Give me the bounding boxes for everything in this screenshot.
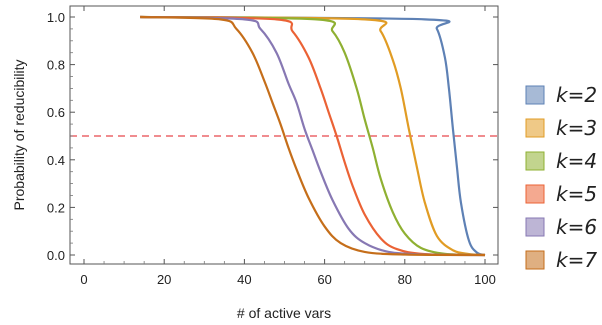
series-line-k-6	[140, 15, 486, 257]
legend-label: k=7	[556, 248, 597, 272]
legend-swatch	[525, 151, 545, 171]
legend-swatch	[525, 217, 545, 237]
legend-item: k=2	[525, 83, 597, 107]
series-line-k-7	[140, 15, 486, 257]
plot-area	[70, 15, 498, 257]
y-tick-label: 0.4	[47, 153, 65, 168]
x-tick-label: 40	[237, 272, 251, 287]
y-axis-label: Probability of reducibility	[11, 60, 27, 211]
legend-label: k=3	[556, 116, 597, 140]
y-tick-label: 0.0	[47, 248, 65, 263]
legend-item: k=4	[525, 149, 597, 173]
legend-swatch	[525, 184, 545, 204]
series-line-k-4	[140, 15, 486, 257]
y-tick-label: 1.0	[47, 10, 65, 25]
x-tick-label: 60	[317, 272, 331, 287]
legend-item: k=5	[525, 182, 597, 206]
y-tick-label: 0.2	[47, 200, 65, 215]
legend-item: k=3	[525, 116, 597, 140]
legend-swatch	[525, 250, 545, 270]
x-axis-label: # of active vars	[237, 305, 331, 321]
legend-item: k=7	[525, 248, 597, 272]
legend-swatch	[525, 118, 545, 138]
x-tick-label: 100	[474, 272, 496, 287]
plot-frame	[69, 5, 499, 265]
series-line-k-2	[140, 15, 486, 257]
y-tick-label: 0.8	[47, 58, 65, 73]
legend-label: k=2	[556, 83, 597, 107]
legend-swatch	[525, 85, 545, 105]
series-line-k-5	[140, 15, 486, 257]
series-line-k-3	[140, 15, 486, 257]
legend-item: k=6	[525, 215, 597, 239]
x-tick-label: 20	[157, 272, 171, 287]
legend-label: k=4	[556, 149, 597, 173]
x-tick-label: 80	[398, 272, 412, 287]
y-tick-label: 0.6	[47, 105, 65, 120]
legend-label: k=5	[556, 182, 597, 206]
legend-label: k=6	[556, 215, 597, 239]
legend: k=2 k=3 k=4 k=5 k=6 k=7	[525, 83, 597, 272]
axes: 0 20 40 60 80 100 0.0 0.2 0.4 0.6 0.8 1.0	[47, 5, 499, 287]
x-tick-label: 0	[80, 272, 87, 287]
